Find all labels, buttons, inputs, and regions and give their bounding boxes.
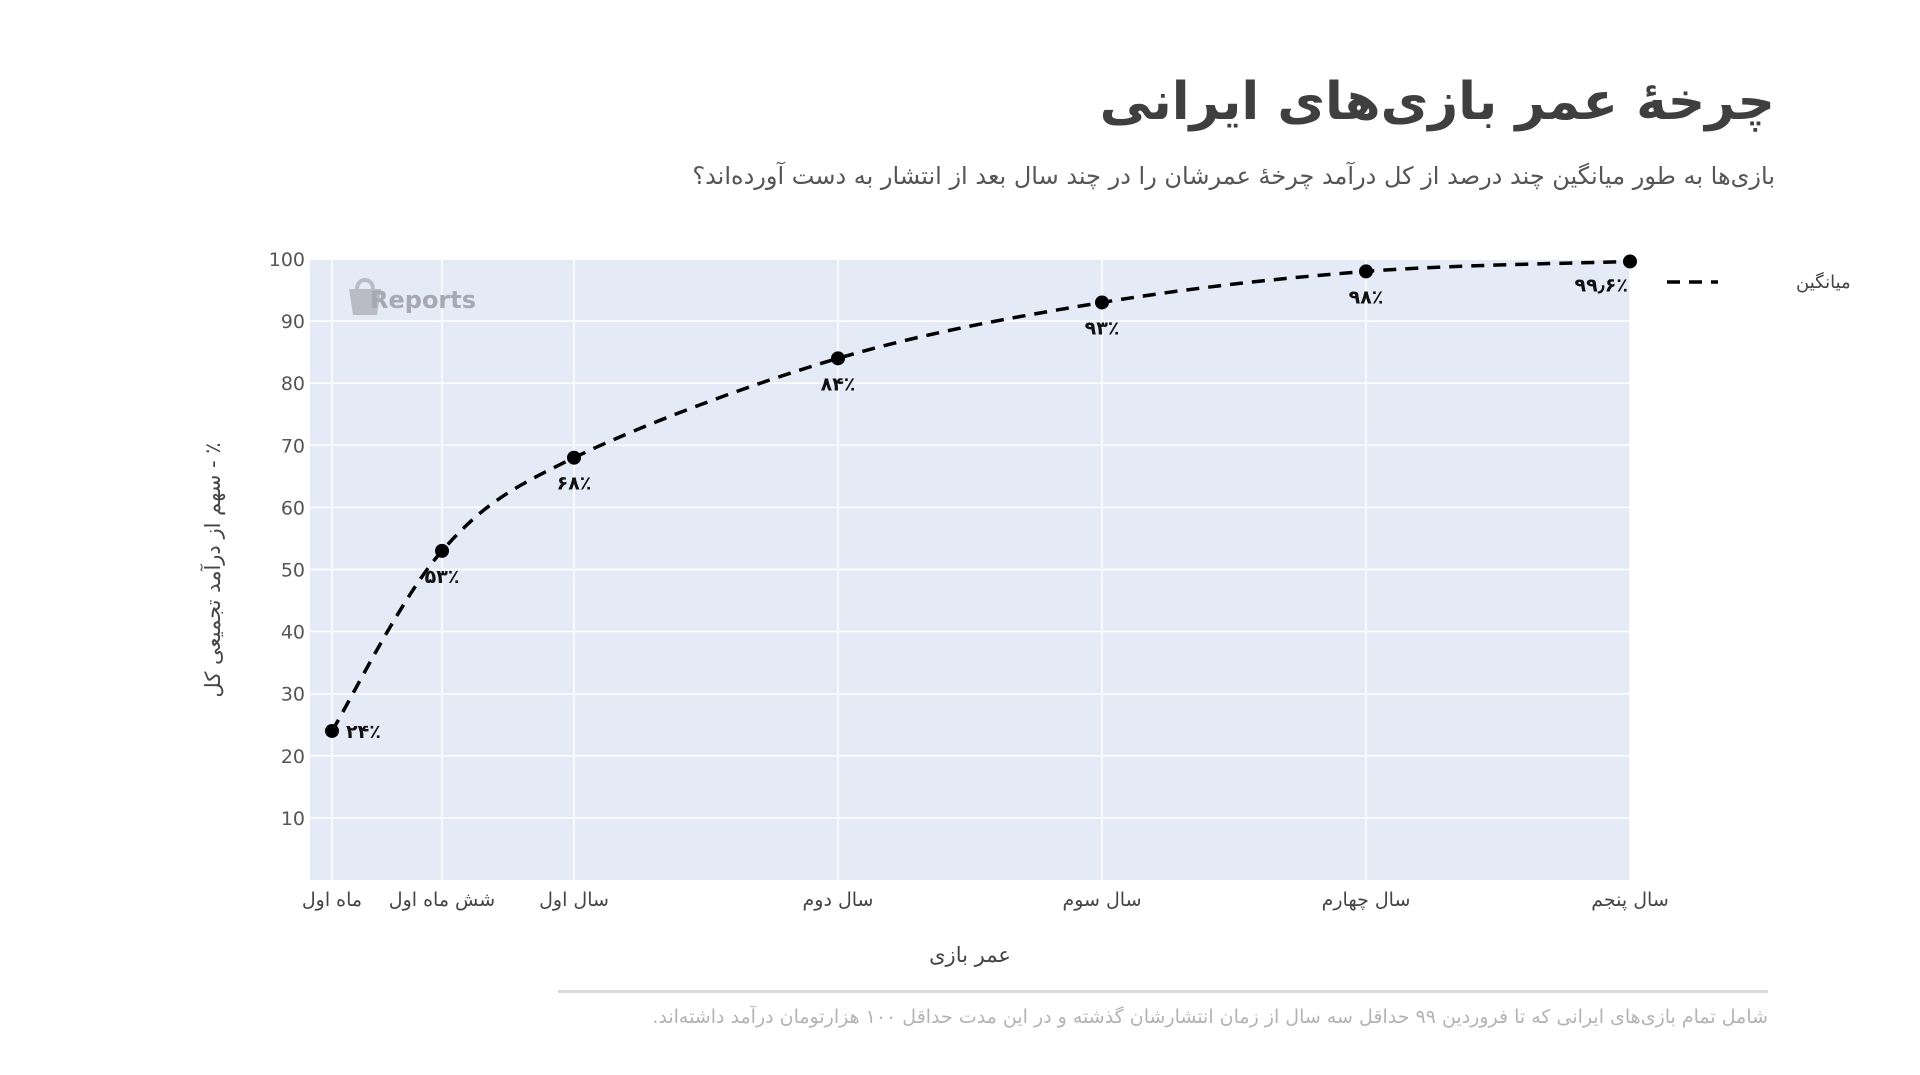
shopping-bag-icon: [349, 289, 381, 315]
y-tick-label: 20: [281, 746, 305, 768]
x-tick-label: سال اول: [539, 889, 609, 911]
x-tick-label: شش ماه اول: [389, 889, 495, 911]
y-tick-label: 50: [281, 560, 305, 582]
chart-subtitle: بازی‌ها به طور میانگین چند درصد از کل در…: [692, 162, 1775, 190]
y-tick-label: 40: [281, 622, 305, 644]
y-tick-label: 30: [281, 684, 305, 706]
x-axis-label: عمر بازی: [929, 943, 1011, 967]
data-label: ۹۹٫۶٪: [1574, 274, 1628, 296]
y-tick-label: 90: [281, 311, 305, 333]
legend: میانگین: [1667, 271, 1851, 293]
data-points: [325, 254, 1637, 738]
y-tick-label: 70: [281, 435, 305, 457]
y-tick-label: 60: [281, 497, 305, 519]
y-tick-label: 100: [269, 249, 305, 271]
x-tick-label: سال دوم: [803, 889, 874, 911]
data-label: ۸۴٪: [821, 373, 856, 395]
y-axis-label: ٪ - سهم از درآمد تجمیعی کل: [200, 442, 226, 697]
y-axis-ticks: 10 20 30 40 50 60 70 80 90 100: [269, 249, 305, 830]
legend-label: میانگین: [1796, 271, 1851, 293]
watermark-text: Reports: [370, 286, 476, 314]
data-point: [567, 450, 581, 465]
data-label: ۶۸٪: [557, 473, 592, 495]
footnote: شامل تمام بازی‌های ایرانی که تا فروردین …: [652, 1006, 1768, 1028]
data-point: [325, 723, 339, 738]
x-tick-label: سال سوم: [1062, 889, 1141, 911]
data-label: ۵۳٪: [425, 566, 460, 588]
data-point: [1623, 254, 1637, 269]
x-tick-label: سال چهارم: [1322, 889, 1411, 911]
data-labels: ۲۴٪ ۵۳٪ ۶۸٪ ۸۴٪ ۹۳٪ ۹۸٪ ۹۹٫۶٪: [346, 274, 1628, 742]
grid-lines: [310, 258, 1631, 880]
x-tick-label: ماه اول: [302, 889, 362, 911]
chart-title: چرخهٔ عمر بازی‌های ایرانی: [1099, 72, 1775, 132]
data-label: ۹۳٪: [1085, 317, 1120, 339]
data-label: ۲۴٪: [346, 721, 381, 743]
x-axis-ticks: ماه اول شش ماه اول سال اول سال دوم سال سوم سا…: [302, 889, 1669, 911]
data-label: ۹۸٪: [1349, 286, 1384, 308]
x-tick-label: سال پنجم: [1591, 889, 1668, 911]
y-tick-label: 80: [281, 373, 305, 395]
shopping-bag-handle-icon: [355, 278, 375, 290]
watermark: Reports: [349, 278, 476, 315]
footnote-divider: [558, 990, 1768, 993]
data-point: [831, 351, 845, 366]
data-point: [435, 543, 449, 558]
data-point: [1095, 295, 1109, 310]
y-tick-label: 10: [281, 808, 305, 830]
data-point: [1359, 264, 1373, 279]
